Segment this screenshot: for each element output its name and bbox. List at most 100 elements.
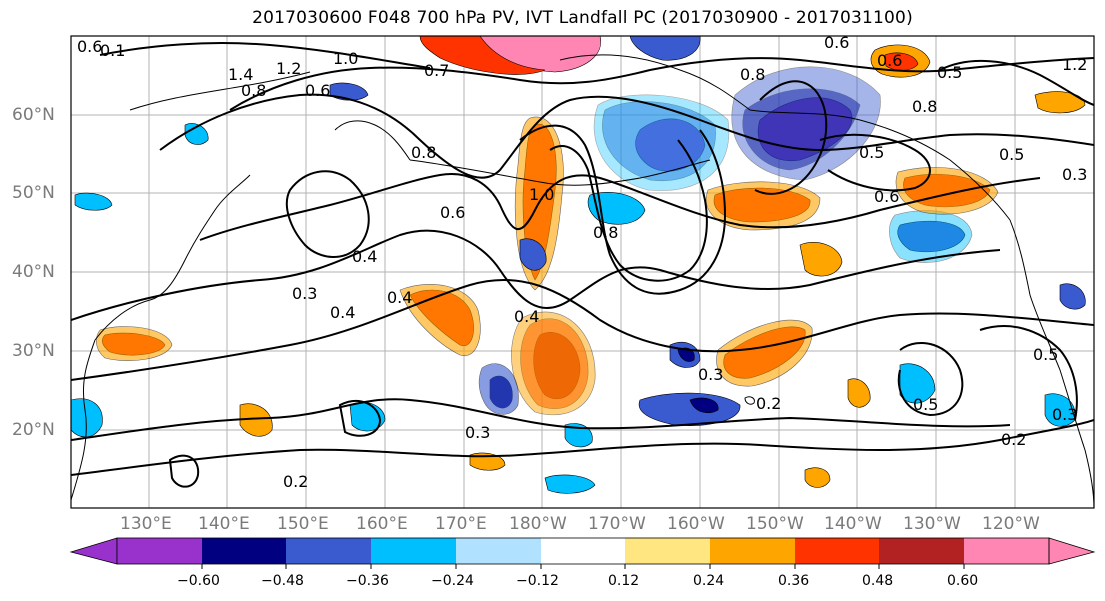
colorbar-tick-label: −0.12 <box>516 573 559 589</box>
lon-label: 170°E <box>435 514 487 534</box>
contour-label: 0.8 <box>593 223 618 242</box>
colorbar-bin <box>202 538 286 564</box>
fill-red-nw <box>884 52 919 71</box>
colorbar-tick-label: −0.48 <box>261 573 304 589</box>
fill-orange-japan <box>96 326 173 361</box>
colorbar-bin <box>795 538 879 564</box>
colorbar-bin <box>456 538 541 564</box>
lon-label: 130°W <box>903 514 961 534</box>
fill-navy-sub2 <box>689 397 719 414</box>
lat-label: 50°N <box>12 183 55 203</box>
contour-label: 1.0 <box>529 185 554 204</box>
coastlines <box>71 54 1094 508</box>
contour-label: 0.6 <box>440 203 465 222</box>
fill-skyblue-n2 <box>74 192 113 211</box>
contour-label: 0.4 <box>352 247 377 266</box>
fill-skyblue-w3 <box>544 474 596 494</box>
coast-northamerica <box>1009 219 1094 508</box>
lon-label: 160°W <box>667 514 725 534</box>
fill-blue-top <box>629 36 701 61</box>
contour-label: 1.2 <box>1062 55 1087 74</box>
contour-label: 0.8 <box>912 97 937 116</box>
contour-label: 0.4 <box>330 303 355 322</box>
coast-alaska <box>559 54 1011 221</box>
fill-blue-n3 <box>329 82 369 101</box>
contour-label: 0.6 <box>877 51 902 70</box>
contour-label: 0.5 <box>913 395 938 414</box>
colorbar-bin <box>286 538 371 564</box>
colorbar-tick-label: 0.24 <box>693 573 725 589</box>
lon-label: 120°W <box>982 514 1040 534</box>
map-frame <box>70 35 1095 509</box>
lon-label: 170°W <box>588 514 646 534</box>
coast-hawaii <box>744 396 755 405</box>
colorbar-bin <box>117 538 202 564</box>
pv-contours <box>71 42 1094 488</box>
coast-japan <box>94 174 251 341</box>
contour-label: 0.6 <box>824 33 849 52</box>
contour-label: 0.6 <box>874 187 899 206</box>
contour-label: 0.3 <box>292 284 317 303</box>
fill-blue-sub <box>478 363 519 415</box>
contour-label: 0.2 <box>756 394 781 413</box>
contour-label: 0.6 <box>305 81 330 100</box>
lat-label: 40°N <box>12 262 55 282</box>
lon-label: 140°W <box>824 514 882 534</box>
fill-red-top <box>419 36 546 75</box>
chart-title: 2017030600 F048 700 hPa PV, IVT Landfall… <box>252 8 913 28</box>
fill-skyblue-n <box>184 123 209 145</box>
lon-label: 180°W <box>509 514 567 534</box>
colorbar-tick-label: −0.60 <box>177 573 220 589</box>
fill-blue-e3 <box>1059 283 1086 310</box>
contour-label: 0.3 <box>1052 405 1077 424</box>
contour-label: 0.3 <box>698 365 723 384</box>
contour-label: 1.2 <box>276 59 301 78</box>
fill-blue-gulf <box>731 66 881 181</box>
contour-label: 0.2 <box>1001 430 1026 449</box>
contour-label: 0.8 <box>411 143 436 162</box>
contour-label: 0.5 <box>937 63 962 82</box>
colorbar-tick-label: −0.36 <box>346 573 389 589</box>
lon-label: 150°W <box>746 514 804 534</box>
fill-navy-sub3 <box>677 347 695 362</box>
contour-label: 0.7 <box>424 61 449 80</box>
map-content: 0.6 0.1 1.4 1.2 1.0 0.8 0.6 0.7 0.6 0.8 … <box>71 33 1094 508</box>
fill-orange-mid <box>799 242 843 277</box>
colorbar-tick-label: −0.24 <box>431 573 474 589</box>
lon-label: 160°E <box>356 514 408 534</box>
lat-label: 20°N <box>12 420 55 440</box>
lon-label: 150°E <box>277 514 329 534</box>
colorbar-extend-low <box>69 537 118 565</box>
fill-skyblue-e <box>899 363 936 404</box>
contour-label: 0.3 <box>1062 165 1087 184</box>
fill-orange-central <box>716 319 813 387</box>
colorbar <box>69 537 1096 569</box>
contour-label: 0.5 <box>999 145 1024 164</box>
coast-kamchatka <box>334 120 411 161</box>
contour-label: 0.3 <box>465 423 490 442</box>
contour-label: 0.1 <box>100 41 125 60</box>
colorbar-tick-label: 0.12 <box>608 573 640 589</box>
fill-orange-w2 <box>239 403 273 437</box>
colorbar-tick-label: 0.60 <box>947 573 979 589</box>
colorbar-bin <box>964 538 1049 564</box>
coast-aleutians <box>409 159 711 186</box>
fill-blue-aleut <box>602 101 716 182</box>
colorbar-bin <box>371 538 456 564</box>
fill-orange-se2 <box>847 378 871 408</box>
fill-orange-w3 <box>469 452 506 471</box>
contour-label: 0.8 <box>740 65 765 84</box>
contour-label: 0.8 <box>241 81 266 100</box>
fill-orange-subtrop <box>511 311 596 416</box>
fill-skyblue-w4 <box>564 423 593 448</box>
lon-label: 140°E <box>198 514 250 534</box>
fill-blue-mid2 <box>519 238 547 271</box>
colorbar-tick-label: 0.48 <box>862 573 894 589</box>
lon-label: 130°E <box>120 514 172 534</box>
contour-labels: 0.6 0.1 1.4 1.2 1.0 0.8 0.6 0.7 0.6 0.8 … <box>77 33 1087 491</box>
colorbar-outline <box>116 537 1050 565</box>
contour-label: 0.5 <box>859 143 884 162</box>
contour-label: 0.5 <box>1033 345 1058 364</box>
lat-label: 30°N <box>12 341 55 361</box>
